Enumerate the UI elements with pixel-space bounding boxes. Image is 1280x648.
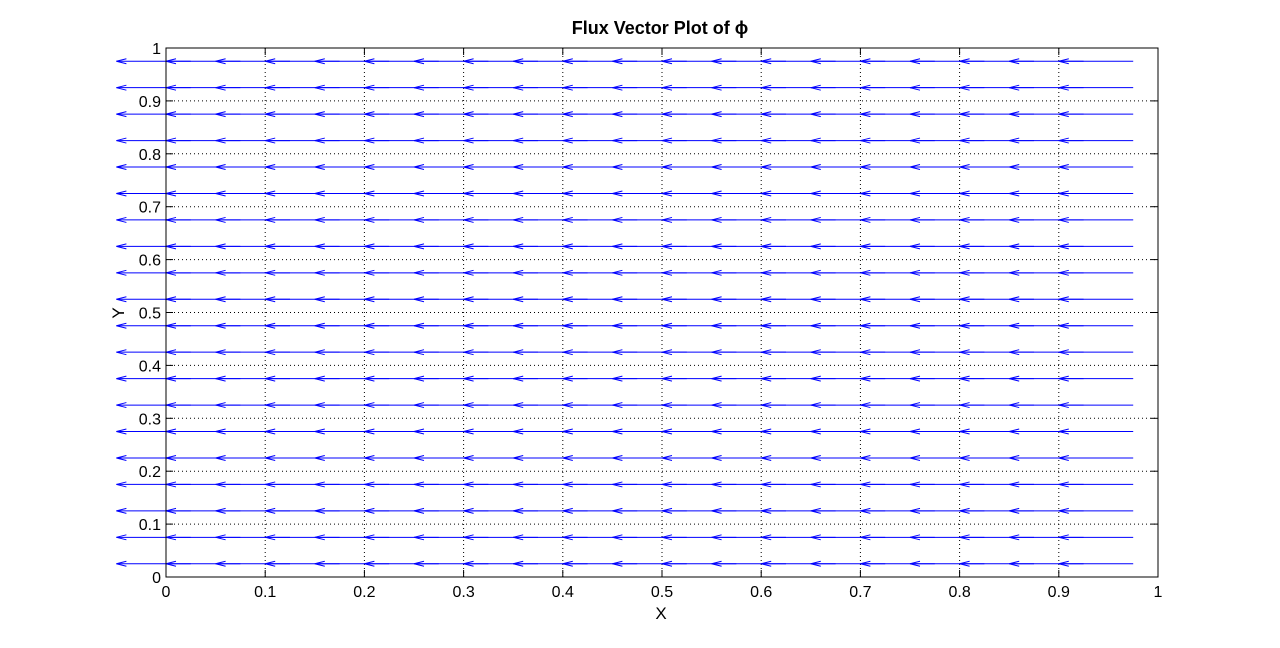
y-tick-label: 0.9 — [139, 94, 161, 111]
x-tick-label: 0.7 — [849, 584, 871, 601]
flux-vector-arrow — [1058, 190, 1134, 197]
x-tick-label: 0 — [162, 584, 171, 601]
y-tick-label: 0.2 — [139, 464, 161, 481]
y-tick-label: 0.8 — [139, 147, 161, 164]
x-tick-label: 1 — [1154, 584, 1163, 601]
flux-vector-arrow — [1058, 349, 1134, 356]
vector-arrows — [116, 58, 1134, 567]
flux-vector-arrow — [1058, 296, 1134, 303]
flux-vector-arrow — [1058, 428, 1134, 435]
x-tick-label: 0.2 — [353, 584, 375, 601]
flux-vector-arrow — [1058, 137, 1134, 144]
flux-vector-arrow — [1058, 164, 1134, 171]
flux-vector-arrow — [1058, 322, 1134, 329]
x-tick-label: 0.1 — [254, 584, 276, 601]
grid-lines — [166, 48, 1158, 577]
y-tick-label: 0.3 — [139, 411, 161, 428]
y-tick-label: 0.5 — [139, 306, 161, 323]
flux-vector-arrow — [1058, 243, 1134, 250]
flux-vector-arrow — [1058, 534, 1134, 541]
flux-vector-arrow — [1058, 454, 1134, 461]
x-tick-label: 0.8 — [948, 584, 970, 601]
y-tick-label: 1 — [152, 41, 161, 58]
y-tick-label: 0 — [152, 570, 161, 587]
y-tick-label: 0.4 — [139, 358, 161, 375]
flux-vector-arrow — [1058, 402, 1134, 409]
y-tick-label: 0.6 — [139, 253, 161, 270]
flux-vector-arrow — [1058, 375, 1134, 382]
flux-vector-arrow — [1058, 58, 1134, 65]
y-tick-label: 0.1 — [139, 517, 161, 534]
axis-ticks: 0 0.1 0.2 0.3 0.4 0.5 0.6 0.7 0.8 0.9 1 0 0.1 0.2 0.3 0… — [139, 41, 1163, 601]
x-tick-label: 0.9 — [1048, 584, 1070, 601]
flux-vector-arrow — [1058, 481, 1134, 488]
x-tick-label: 0.6 — [750, 584, 772, 601]
flux-vector-arrow — [1058, 84, 1134, 91]
chart-title: Flux Vector Plot of ϕ — [572, 18, 749, 38]
flux-vector-arrow — [1058, 560, 1134, 567]
y-axis-label: Y — [109, 307, 128, 318]
flux-vector-arrow — [1058, 216, 1134, 223]
x-tick-label: 0.3 — [452, 584, 474, 601]
flux-vector-arrow — [1058, 507, 1134, 514]
y-tick-label: 0.7 — [139, 200, 161, 217]
flux-vector-arrow — [1058, 269, 1134, 276]
x-tick-label: 0.4 — [552, 584, 574, 601]
flux-vector-arrow — [1058, 111, 1134, 118]
x-axis-label: X — [655, 604, 666, 623]
x-tick-label: 0.5 — [651, 584, 673, 601]
